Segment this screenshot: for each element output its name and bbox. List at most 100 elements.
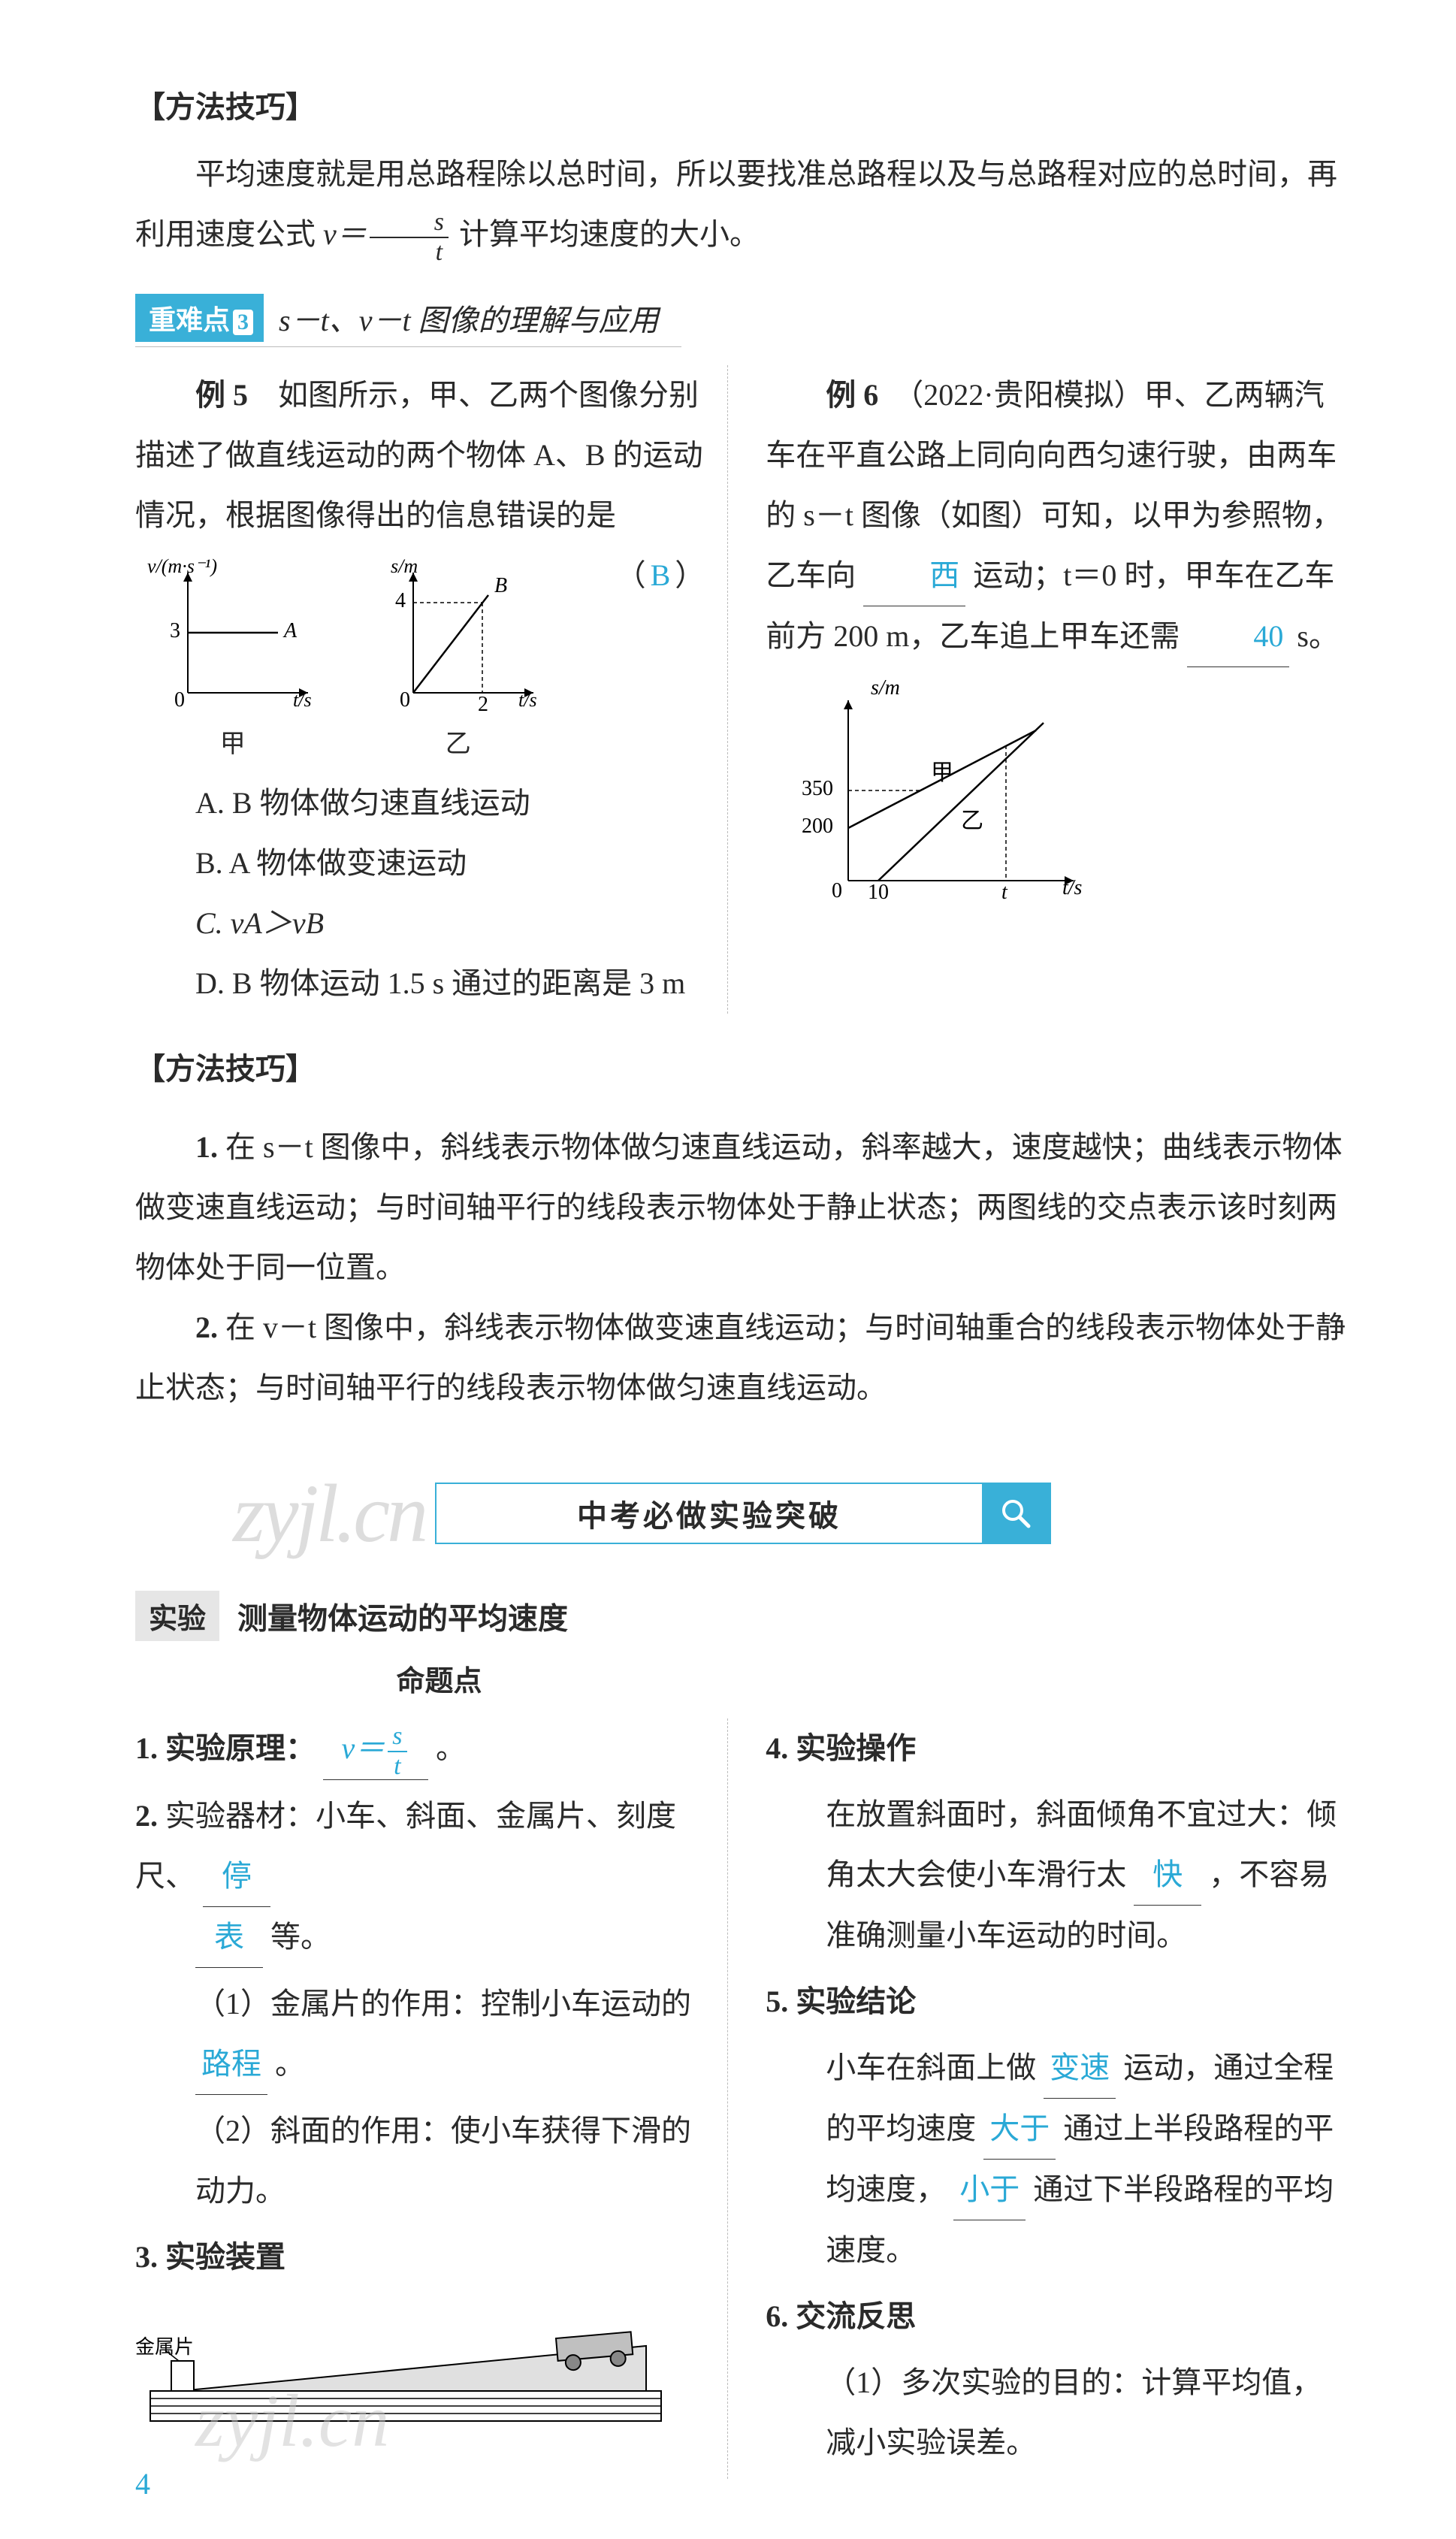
- method2-p1-label: 1.: [195, 1130, 218, 1164]
- watermark-text: zyjl.cn: [233, 1466, 425, 1561]
- ex6-yi: 乙: [961, 809, 983, 833]
- ex5-graph-jia: 3 A 0 v/(m·s⁻¹) t/s 甲: [143, 558, 323, 760]
- exp-i3-label: 3. 实验装置: [135, 2240, 285, 2274]
- ex6-xt: t: [1001, 881, 1008, 904]
- topic3-tag-text: 重难点: [149, 305, 230, 335]
- yi-y4: 4: [395, 589, 406, 612]
- ex6-graph-wrap: 350 200 0 10 t 甲 乙 s/m t/s: [766, 678, 1351, 918]
- ex6-label: 例 6: [826, 378, 878, 412]
- exp-i2-sub1-a: （1）金属片的作用：控制小车运动的: [195, 1987, 691, 2021]
- exp-i3: 3. 实验装置: [135, 2227, 705, 2287]
- exp-i6-sub1: （1）多次实验的目的：计算平均值，减小实验误差。: [766, 2353, 1351, 2473]
- exp-i6-label: 6. 交流反思: [766, 2299, 916, 2333]
- exp-right: 4. 实验操作 在放置斜面时，斜面倾角不宜过大：倾角太大会使小车滑行太 快 ，不…: [758, 1718, 1351, 2479]
- experiment-header: 实验 测量物体运动的平均速度: [135, 1591, 1351, 1641]
- ex6-blank1: 西: [863, 546, 965, 606]
- yi-caption: 乙: [368, 723, 548, 760]
- ex5-graphs: 3 A 0 v/(m·s⁻¹) t/s 甲: [135, 558, 556, 760]
- method1-text-b: 计算平均速度的大小。: [459, 217, 760, 251]
- ex5-choice-c: C. vA＞vB: [195, 893, 705, 954]
- ex6-x10: 10: [868, 881, 889, 904]
- exp-apparatus: 金属片: [135, 2301, 705, 2436]
- jia-ylabel: v/(m·s⁻¹): [147, 558, 217, 577]
- exp-i5-label: 5. 实验结论: [766, 1984, 916, 2018]
- method2-p1-text: 在 s－t 图像中，斜线表示物体做匀速直线运动，斜率越大，速度越快；曲线表示物体…: [135, 1130, 1343, 1284]
- exp-i4-label: 4. 实验操作: [766, 1731, 916, 1765]
- apparatus-svg: 金属片: [135, 2301, 676, 2436]
- jia-xlabel: t/s: [293, 689, 312, 711]
- ex5-answer: B: [646, 558, 675, 592]
- exp-i2: 2. 实验器材：小车、斜面、金属片、刻度尺、 停 表 等。: [135, 1786, 705, 1968]
- graph-yi-svg: 4 B 2 0 s/m t/s: [368, 558, 548, 723]
- ex5-paren-r: ）: [675, 558, 705, 592]
- topic3-title: s－t、v－t 图像的理解与应用: [279, 304, 659, 337]
- ex6-ylabel: s/m: [871, 678, 900, 700]
- ex6-jia: 甲: [931, 760, 953, 785]
- exp-i2-num: 2.: [135, 1799, 158, 1833]
- exp-i5: 5. 实验结论: [766, 1972, 1351, 2032]
- ex6-source: （2022·贵阳模拟）: [908, 378, 1143, 412]
- search-icon: [982, 1484, 1050, 1543]
- page-number: 4: [135, 2466, 150, 2501]
- experiment-tag: 实验: [135, 1591, 219, 1641]
- method2-p2: 2. 在 v－t 图像中，斜线表示物体做变速直线运动；与时间轴重合的线段表示物体…: [135, 1298, 1351, 1418]
- method2-p1: 1. 在 s－t 图像中，斜线表示物体做匀速直线运动，斜率越大，速度越快；曲线表…: [135, 1117, 1351, 1298]
- ex6-y200: 200: [802, 815, 833, 838]
- exp-i1-blank: v＝st: [323, 1718, 428, 1780]
- exp-i2-sub2: （2）斜面的作用：使小车获得下滑的动力。: [135, 2101, 705, 2221]
- method2-block: 【方法技巧】 1. 在 s－t 图像中，斜线表示物体做匀速直线运动，斜率越大，速…: [135, 1039, 1351, 1418]
- yi-xlabel: t/s: [518, 689, 537, 711]
- ex6-y350: 350: [802, 777, 833, 800]
- ex6-blank2: 40: [1187, 606, 1289, 667]
- yi-x2: 2: [478, 693, 488, 716]
- experiment-cols: 1. 实验原理： v＝st 。 2. 实验器材：小车、斜面、金属片、刻度尺、 停…: [135, 1718, 1351, 2479]
- method2-p2-label: 2.: [195, 1310, 218, 1344]
- ex6-origin: 0: [832, 879, 842, 902]
- exp-i5-blank2: 大于: [983, 2099, 1056, 2160]
- apparatus-label: 金属片: [135, 2336, 194, 2358]
- exp-left: 1. 实验原理： v＝st 。 2. 实验器材：小车、斜面、金属片、刻度尺、 停…: [135, 1718, 728, 2479]
- method1-frac: st: [370, 210, 449, 265]
- yi-ylabel: s/m: [391, 558, 418, 577]
- frac-den: t: [370, 238, 449, 265]
- exp-i5-blank3: 小于: [953, 2160, 1026, 2220]
- ex6-xlabel: t/s: [1062, 876, 1083, 899]
- exp-i4: 4. 实验操作: [766, 1718, 1351, 1779]
- method2-p2-text: 在 v－t 图像中，斜线表示物体做变速直线运动；与时间轴重合的线段表示物体处于静…: [135, 1310, 1346, 1404]
- experiment-title: 测量物体运动的平均速度: [237, 1601, 568, 1635]
- banner-text: 中考必做实验突破: [436, 1492, 982, 1535]
- ex5-graph-yi: 4 B 2 0 s/m t/s 乙: [368, 558, 548, 760]
- exp-i6: 6. 交流反思: [766, 2287, 1351, 2347]
- exp-i5-text: 小车在斜面上做 变速 运动，通过全程的平均速度 大于 通过上半段路程的平均速度，…: [766, 2038, 1351, 2281]
- ex6-graph-svg: 350 200 0 10 t 甲 乙 s/m t/s: [766, 678, 1096, 918]
- ex6-text: 例 6 （2022·贵阳模拟）甲、乙两辆汽车在平直公路上同向向西匀速行驶，由两车…: [766, 365, 1351, 667]
- yi-B: B: [494, 574, 507, 597]
- page: 【方法技巧】 平均速度就是用总路程除以总时间，所以要找准总路程以及与总路程对应的…: [0, 0, 1456, 2539]
- jia-y3: 3: [170, 619, 180, 642]
- topic3-tag: 重难点3: [135, 294, 264, 342]
- ex5-choice-d: D. B 物体运动 1.5 s 通过的距离是 3 m: [195, 954, 705, 1014]
- ex5-paren-l: （: [616, 558, 646, 592]
- ex5-choice-a: A. B 物体做匀速直线运动: [195, 773, 705, 833]
- jia-A: A: [282, 619, 298, 642]
- exp-i1-num: s: [388, 1724, 406, 1752]
- experiment-subhead: 命题点: [135, 1658, 743, 1699]
- exp-i4-blank: 快: [1134, 1845, 1201, 1906]
- method1-text: 平均速度就是用总路程除以总时间，所以要找准总路程以及与总路程对应的总时间，再利用…: [135, 144, 1351, 265]
- exp-i2-blank2: 表: [195, 1907, 263, 1968]
- exp-i5-blank1: 变速: [1044, 2038, 1116, 2099]
- method2-heading: 【方法技巧】: [135, 1039, 1351, 1099]
- ex5-col: 例 5 如图所示，甲、乙两个图像分别描述了做直线运动的两个物体 A、B 的运动情…: [135, 365, 728, 1014]
- exp-i1-label: 1. 实验原理：: [135, 1731, 316, 1765]
- jia-origin: 0: [174, 688, 185, 712]
- frac-num: s: [370, 210, 449, 238]
- ex5-choice-b: B. A 物体做变速运动: [195, 833, 705, 893]
- exp-i4-text: 在放置斜面时，斜面倾角不宜过大：倾角太大会使小车滑行太 快 ，不容易准确测量小车…: [766, 1785, 1351, 1966]
- examples-row: 例 5 如图所示，甲、乙两个图像分别描述了做直线运动的两个物体 A、B 的运动情…: [135, 365, 1351, 1014]
- ex6-text-c: s。: [1297, 619, 1339, 653]
- banner-wrap: zyjl.cn 中考必做实验突破: [135, 1471, 1351, 1561]
- topic3-num: 3: [233, 310, 253, 335]
- jia-caption: 甲: [143, 723, 323, 760]
- method1-formula-prefix: v＝: [323, 217, 367, 251]
- exp-i2-sub1-b: 。: [275, 2047, 305, 2081]
